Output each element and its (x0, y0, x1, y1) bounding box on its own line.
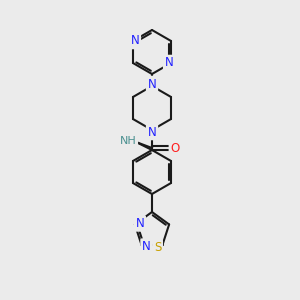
Text: N: N (142, 240, 151, 253)
Text: N: N (148, 77, 156, 91)
Text: N: N (136, 217, 144, 230)
Text: N: N (148, 125, 156, 139)
Text: O: O (170, 142, 180, 154)
Text: N: N (130, 34, 139, 47)
Text: NH: NH (120, 136, 136, 146)
Text: S: S (154, 241, 161, 254)
Text: N: N (165, 56, 173, 70)
